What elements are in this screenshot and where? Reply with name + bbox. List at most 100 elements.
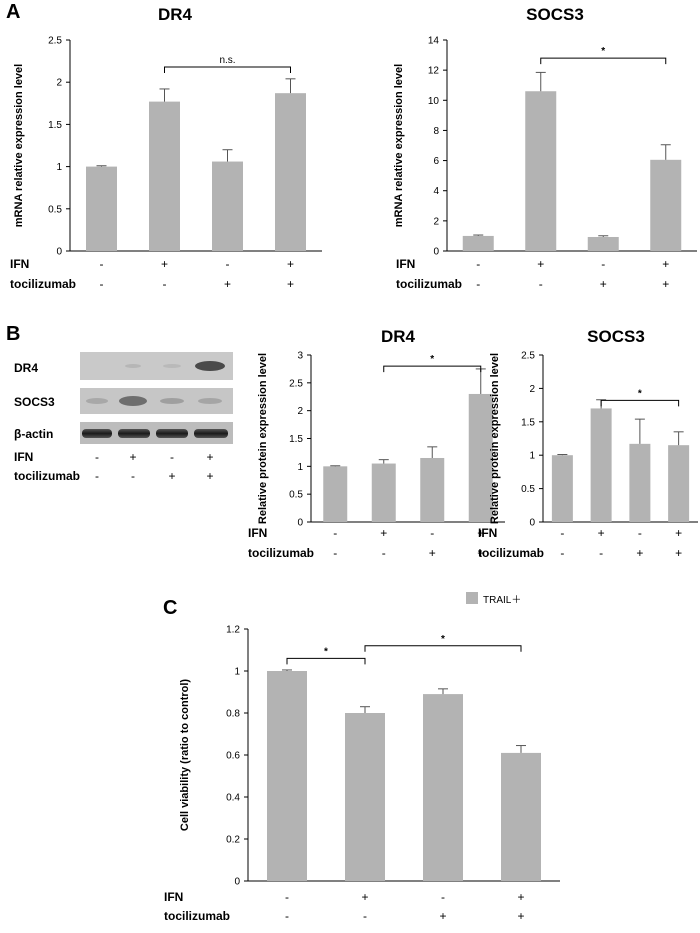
ifn-sign: -: [100, 257, 104, 271]
y-axis-label: Relative protein expression level: [257, 353, 269, 524]
tocilizumab-sign: -: [539, 277, 543, 291]
tocilizumab-sign: -: [333, 546, 337, 560]
y-tick-label: 2: [529, 384, 535, 395]
significance-bracket: [383, 365, 482, 373]
bar: [420, 457, 445, 522]
blot-row-label-actin: β-actin: [14, 427, 53, 441]
blot-band: [118, 429, 150, 438]
y-tick-label: 2: [433, 216, 439, 227]
condition-label-tocilizumab: tocilizumab: [10, 277, 76, 291]
tocilizumab-sign: +: [675, 546, 682, 560]
blot-toc-sign: -: [95, 469, 99, 483]
condition-label-tocilizumab: tocilizumab: [396, 277, 462, 291]
y-tick-label: 2: [56, 78, 62, 89]
bar: [86, 166, 117, 251]
y-tick-label: 2.5: [48, 36, 62, 47]
ifn-sign: -: [285, 890, 289, 904]
y-tick-label: 3: [297, 351, 303, 362]
bar: [149, 101, 180, 251]
legend-swatch: [466, 592, 478, 604]
western-blot: DR4 SOCS3 β-actin IFN tocilizumab - + - …: [14, 352, 233, 483]
y-tick-label: 1.5: [289, 434, 303, 445]
panel-label-c: C: [163, 597, 177, 619]
ifn-sign: +: [662, 257, 669, 271]
chart-title: DR4: [381, 327, 416, 346]
tocilizumab-sign: -: [100, 277, 104, 291]
blot-band: [125, 364, 141, 368]
chart-title: SOCS3: [587, 327, 645, 346]
significance-bracket: [286, 657, 366, 665]
blot-ifn-sign: +: [206, 450, 213, 464]
condition-label-ifn: IFN: [10, 257, 29, 271]
tocilizumab-sign: -: [363, 909, 367, 923]
blot-ifn-sign: -: [95, 450, 99, 464]
significance-bracket: [364, 645, 522, 652]
legend-label: TRAIL＋: [483, 595, 521, 606]
y-tick-label: 4: [433, 186, 439, 197]
significance-bracket: [540, 57, 667, 65]
condition-label-ifn: IFN: [248, 526, 267, 540]
y-tick-label: 10: [428, 96, 440, 107]
chart-a-dr4: DR4 0 0.5 1 1.5 2 2.5 mRNA relative expression …: [10, 5, 322, 291]
tocilizumab-sign: +: [287, 277, 294, 291]
y-tick-label: 0: [297, 518, 303, 529]
y-tick-label: 2.5: [289, 378, 303, 389]
y-tick-label: 2.5: [521, 351, 535, 362]
ifn-sign: -: [638, 526, 642, 540]
tocilizumab-sign: +: [477, 546, 484, 560]
tocilizumab-sign: -: [382, 546, 386, 560]
y-tick-label: 6: [433, 156, 439, 167]
ifn-sign: +: [161, 257, 168, 271]
ifn-sign: +: [380, 526, 387, 540]
ifn-sign: +: [675, 526, 682, 540]
bar: [371, 463, 396, 522]
bar: [501, 752, 541, 881]
tocilizumab-sign: +: [224, 277, 231, 291]
bar: [629, 443, 651, 522]
blot-toc-sign: -: [131, 469, 135, 483]
y-tick-label: 0: [433, 247, 439, 258]
chart-title: DR4: [158, 5, 193, 24]
ifn-sign: -: [441, 890, 445, 904]
blot-condition-ifn: IFN: [14, 450, 33, 464]
bar: [267, 671, 307, 881]
ifn-sign: -: [476, 257, 480, 271]
bar: [275, 93, 306, 251]
y-tick-label: 8: [433, 126, 439, 137]
y-axis-label: mRNA relative expression level: [393, 64, 405, 227]
tocilizumab-sign: -: [560, 546, 564, 560]
y-tick-label: 0.5: [48, 204, 62, 215]
blot-band: [194, 429, 228, 438]
blot-band: [82, 429, 112, 438]
blot-ifn-sign: -: [170, 450, 174, 464]
condition-label-ifn: IFN: [478, 526, 497, 540]
bar: [551, 455, 573, 522]
bar: [423, 694, 463, 881]
y-axis-label: Relative protein expression level: [489, 353, 501, 524]
ifn-sign: +: [287, 257, 294, 271]
charts: DR4 0 0.5 1 1.5 2 2.5 mRNA relative expression …: [10, 5, 698, 923]
y-tick-label: 0.4: [226, 793, 240, 804]
ifn-sign: -: [430, 526, 434, 540]
tocilizumab-sign: -: [599, 546, 603, 560]
bar: [587, 236, 619, 251]
chart-a-socs3: SOCS3 0 2 4 6 8 10 12 14 mRNA relative expression…: [393, 5, 697, 291]
bar: [650, 159, 682, 251]
blot-toc-sign: +: [168, 469, 175, 483]
significance-label: *: [430, 354, 434, 365]
ifn-sign: -: [560, 526, 564, 540]
bar: [590, 408, 612, 522]
y-tick-label: 0: [56, 247, 62, 258]
ifn-sign: +: [361, 890, 368, 904]
tocilizumab-sign: -: [285, 909, 289, 923]
ifn-sign: +: [537, 257, 544, 271]
ifn-sign: -: [333, 526, 337, 540]
significance-label: *: [638, 388, 642, 399]
y-axis-label: mRNA relative expression level: [13, 64, 25, 227]
significance-label: *: [441, 634, 445, 645]
blot-band: [163, 364, 181, 368]
condition-label-tocilizumab: tocilizumab: [164, 909, 230, 923]
significance-label: *: [601, 46, 605, 57]
tocilizumab-sign: +: [429, 546, 436, 560]
ifn-sign: +: [598, 526, 605, 540]
